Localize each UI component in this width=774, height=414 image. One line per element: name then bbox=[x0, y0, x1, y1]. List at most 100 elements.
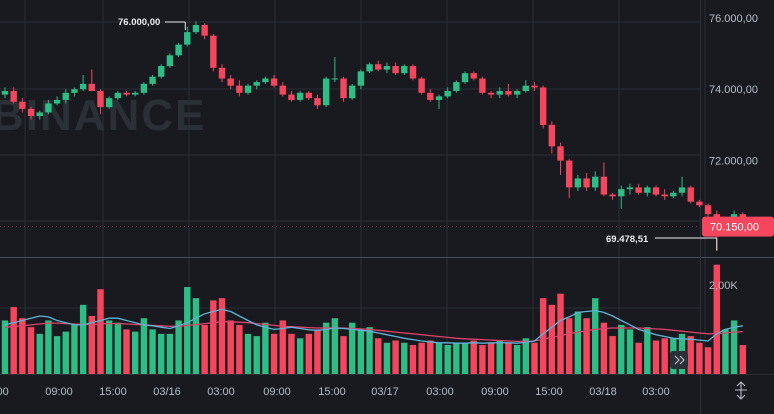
candle-body[interactable] bbox=[27, 108, 35, 117]
candle-body[interactable] bbox=[557, 146, 564, 161]
candle-body[interactable] bbox=[97, 91, 104, 108]
volume-bar[interactable] bbox=[618, 324, 625, 374]
volume-bar[interactable] bbox=[218, 298, 226, 374]
volume-bar[interactable] bbox=[427, 340, 434, 374]
candle-body[interactable] bbox=[192, 24, 200, 33]
candle-body[interactable] bbox=[513, 91, 521, 95]
volume-bar[interactable] bbox=[53, 336, 61, 374]
candle-body[interactable] bbox=[253, 82, 260, 86]
volume-bar[interactable] bbox=[461, 342, 469, 374]
volume-bar[interactable] bbox=[739, 345, 746, 374]
candle-body[interactable] bbox=[461, 73, 469, 83]
candle-body[interactable] bbox=[262, 78, 269, 83]
candle-body[interactable] bbox=[149, 76, 156, 84]
volume-bar[interactable] bbox=[184, 287, 191, 374]
volume-bar[interactable] bbox=[522, 338, 529, 374]
candle-body[interactable] bbox=[479, 78, 486, 93]
candle-body[interactable] bbox=[696, 201, 703, 206]
volume-bar[interactable] bbox=[192, 298, 200, 374]
candle-body[interactable] bbox=[210, 35, 217, 68]
volume-bar[interactable] bbox=[114, 322, 122, 374]
candle-body[interactable] bbox=[19, 101, 26, 109]
candle-body[interactable] bbox=[670, 192, 677, 197]
candle-body[interactable] bbox=[322, 78, 330, 106]
candle-body[interactable] bbox=[184, 32, 191, 45]
volume-bar[interactable] bbox=[444, 345, 451, 374]
volume-bar[interactable] bbox=[583, 318, 590, 374]
candle-body[interactable] bbox=[331, 78, 339, 80]
candle-body[interactable] bbox=[470, 73, 477, 79]
candle-body[interactable] bbox=[583, 178, 590, 188]
candle-body[interactable] bbox=[609, 194, 616, 197]
candle-body[interactable] bbox=[539, 87, 547, 125]
volume-bar[interactable] bbox=[1, 320, 9, 374]
candle-body[interactable] bbox=[392, 66, 399, 74]
candle-body[interactable] bbox=[10, 91, 17, 102]
volume-bar[interactable] bbox=[513, 345, 521, 374]
volume-bar[interactable] bbox=[730, 320, 738, 374]
volume-bar[interactable] bbox=[36, 333, 43, 374]
candle-body[interactable] bbox=[218, 67, 226, 79]
volume-bar[interactable] bbox=[479, 345, 486, 374]
candle-body[interactable] bbox=[305, 92, 312, 99]
volume-bar[interactable] bbox=[296, 338, 304, 374]
volume-bar[interactable] bbox=[548, 304, 556, 374]
volume-bar[interactable] bbox=[349, 322, 356, 374]
candle-body[interactable] bbox=[548, 124, 556, 147]
volume-bar[interactable] bbox=[62, 331, 69, 374]
candle-body[interactable] bbox=[531, 85, 538, 88]
candle-body[interactable] bbox=[505, 91, 512, 95]
volume-bar[interactable] bbox=[409, 345, 417, 374]
candle-body[interactable] bbox=[340, 78, 347, 99]
volume-bar[interactable] bbox=[401, 342, 408, 374]
candle-body[interactable] bbox=[435, 96, 443, 100]
volume-bar[interactable] bbox=[158, 333, 165, 374]
candle-body[interactable] bbox=[574, 178, 582, 188]
volume-bar[interactable] bbox=[722, 329, 729, 374]
volume-bar[interactable] bbox=[470, 340, 477, 374]
candle-body[interactable] bbox=[626, 187, 634, 190]
volume-bar[interactable] bbox=[392, 340, 399, 374]
volume-bar[interactable] bbox=[270, 333, 278, 374]
candle-body[interactable] bbox=[244, 85, 252, 93]
candle-body[interactable] bbox=[444, 91, 451, 97]
volume-bar[interactable] bbox=[496, 340, 503, 374]
candle-body[interactable] bbox=[1, 91, 9, 95]
volume-bar[interactable] bbox=[244, 333, 252, 374]
volume-bar[interactable] bbox=[539, 298, 547, 374]
volume-bar[interactable] bbox=[19, 318, 26, 374]
volume-bar[interactable] bbox=[357, 329, 365, 374]
volume-bar[interactable] bbox=[661, 338, 668, 374]
volume-bar[interactable] bbox=[487, 342, 495, 374]
volume-bar[interactable] bbox=[435, 342, 443, 374]
candle-body[interactable] bbox=[418, 78, 425, 93]
volume-bar[interactable] bbox=[88, 316, 95, 374]
volume-bar[interactable] bbox=[253, 336, 260, 374]
volume-bar[interactable] bbox=[644, 327, 651, 374]
candle-body[interactable] bbox=[166, 55, 174, 67]
volume-bar[interactable] bbox=[383, 342, 391, 374]
candle-body[interactable] bbox=[53, 99, 61, 104]
volume-bar[interactable] bbox=[557, 293, 564, 374]
candle-body[interactable] bbox=[522, 85, 529, 92]
volume-bar[interactable] bbox=[453, 342, 460, 374]
volume-bar[interactable] bbox=[79, 304, 87, 374]
candle-body[interactable] bbox=[314, 98, 321, 106]
volume-bar[interactable] bbox=[687, 336, 694, 374]
candle-body[interactable] bbox=[635, 187, 642, 193]
volume-bar[interactable] bbox=[635, 342, 642, 374]
candle-body[interactable] bbox=[45, 103, 52, 113]
candle-body[interactable] bbox=[296, 92, 304, 100]
candle-body[interactable] bbox=[158, 66, 165, 77]
volume-bar[interactable] bbox=[322, 322, 330, 374]
volume-bar[interactable] bbox=[105, 320, 113, 374]
volume-bar[interactable] bbox=[201, 324, 208, 374]
volume-bar[interactable] bbox=[97, 289, 104, 374]
candle-body[interactable] bbox=[704, 205, 712, 215]
candle-body[interactable] bbox=[618, 189, 625, 197]
candle-body[interactable] bbox=[678, 187, 686, 193]
candle-body[interactable] bbox=[427, 92, 434, 100]
volume-bar[interactable] bbox=[45, 320, 52, 374]
volume-bar[interactable] bbox=[305, 333, 312, 374]
